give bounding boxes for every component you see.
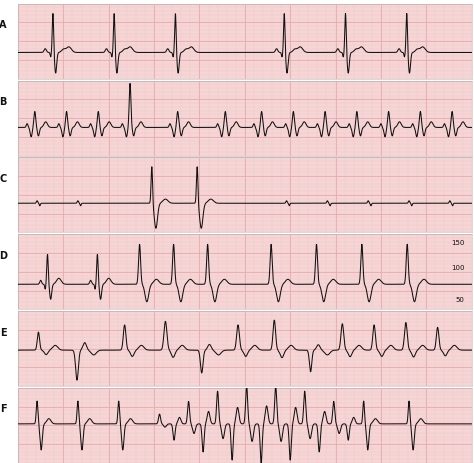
- Text: D: D: [0, 251, 7, 261]
- Text: C: C: [0, 174, 7, 184]
- Text: A: A: [0, 20, 7, 30]
- Text: E: E: [0, 328, 7, 338]
- Text: 150: 150: [451, 240, 465, 246]
- Text: B: B: [0, 97, 7, 107]
- Text: 50: 50: [456, 297, 465, 303]
- Text: 100: 100: [451, 265, 465, 271]
- Text: F: F: [0, 405, 7, 414]
